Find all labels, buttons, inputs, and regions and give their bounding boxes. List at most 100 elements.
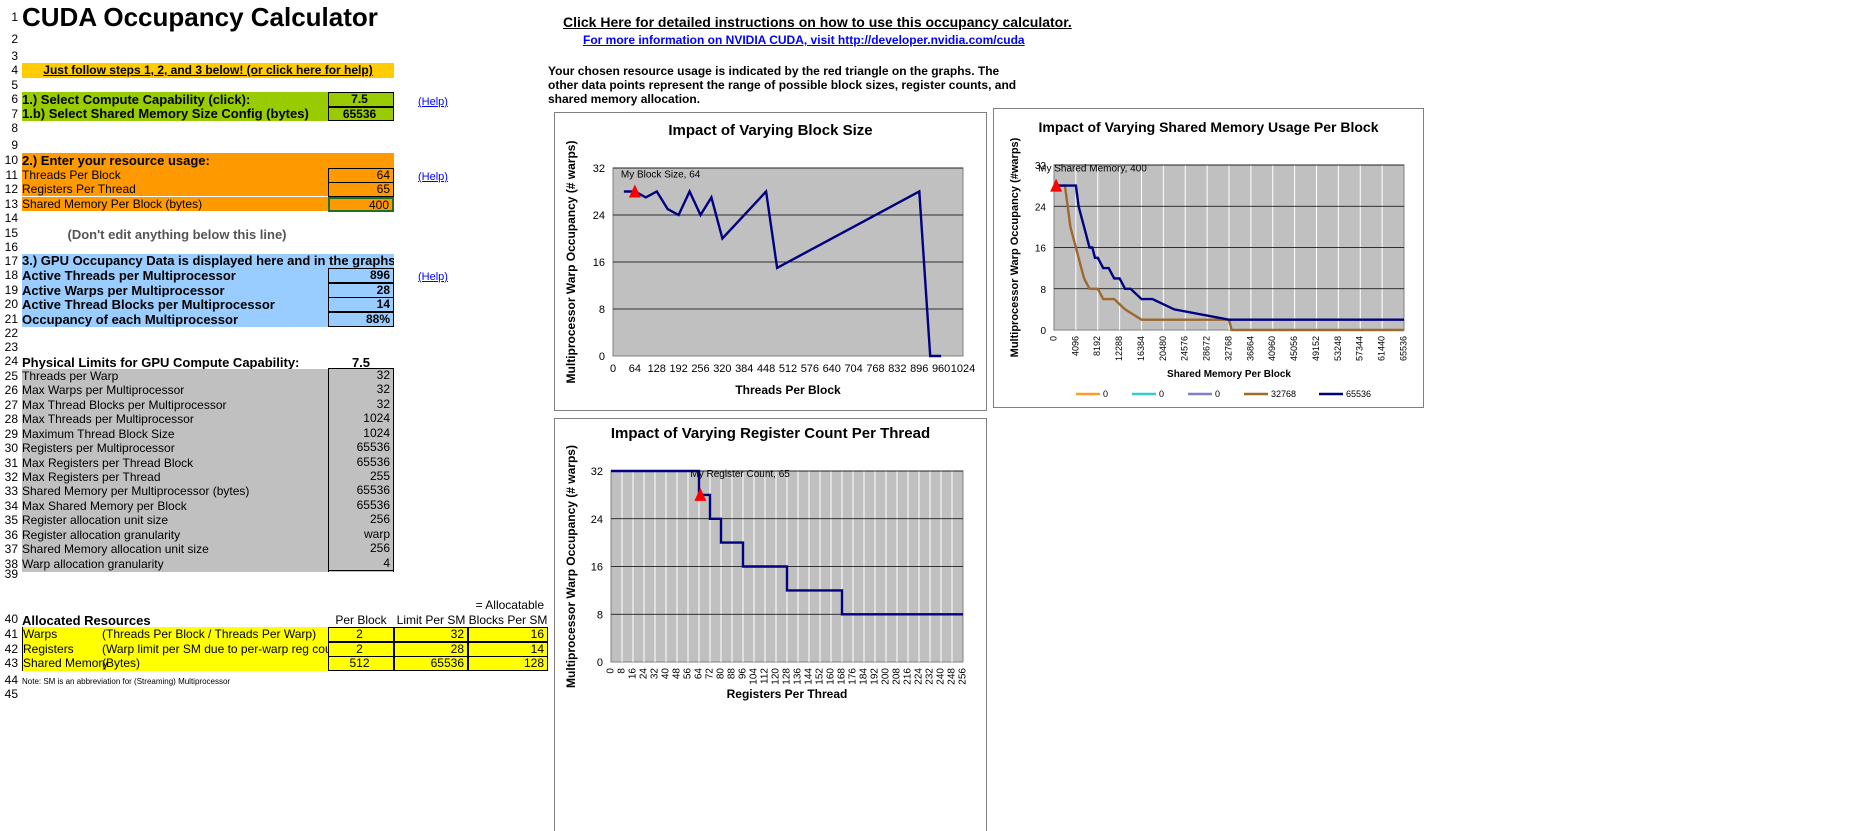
allocated-per-block: 512 bbox=[328, 656, 394, 671]
x-tick-label: 1024 bbox=[951, 363, 975, 375]
x-tick-label: 216 bbox=[903, 668, 914, 685]
instructions-link[interactable]: Click Here for detailed instructions on … bbox=[563, 14, 1072, 30]
x-tick-label: 49152 bbox=[1311, 336, 1321, 361]
x-tick-label: 32768 bbox=[1223, 336, 1233, 361]
more-info-link[interactable]: For more information on NVIDIA CUDA, vis… bbox=[583, 33, 1025, 47]
block-size-chart: Impact of Varying Block Size 0 64 128 192 25… bbox=[554, 112, 987, 411]
limit-label: Warp allocation granularity bbox=[22, 557, 328, 572]
row-number: 38 bbox=[4, 557, 18, 571]
limit-value: 65536 bbox=[328, 484, 394, 499]
x-axis-title: Registers Per Thread bbox=[727, 687, 848, 701]
row-number: 18 bbox=[4, 268, 18, 282]
row-number: 10 bbox=[4, 153, 18, 167]
limit-value: 255 bbox=[328, 470, 394, 485]
step3-label: 3.) GPU Occupancy Data is displayed here… bbox=[22, 254, 394, 268]
occupancy-data-value: 28 bbox=[328, 283, 394, 298]
x-tick-label: 96 bbox=[738, 668, 749, 680]
current-usage-marker bbox=[628, 184, 641, 198]
x-tick-label: 640 bbox=[823, 363, 841, 375]
limit-value: 1024 bbox=[328, 427, 394, 442]
series-line bbox=[623, 188, 942, 358]
x-tick-label: 144 bbox=[804, 668, 815, 685]
legend-label: 0 bbox=[1103, 389, 1108, 399]
limit-label: Max Shared Memory per Block bbox=[22, 499, 328, 514]
sm-note: Note: SM is an abbreviation for (Streami… bbox=[22, 677, 231, 686]
y-tick-label: 8 bbox=[597, 609, 603, 621]
allocated-row-label: Shared Memory bbox=[22, 656, 328, 671]
y-tick-label: 16 bbox=[593, 257, 605, 269]
current-usage-marker bbox=[1050, 178, 1063, 192]
row-number: 27 bbox=[4, 398, 18, 412]
x-tick-label: 0 bbox=[606, 668, 617, 674]
limit-label: Max Registers per Thread Block bbox=[22, 456, 328, 471]
occupancy-data-value: 14 bbox=[328, 297, 394, 312]
step1-label: 1.) Select Compute Capability (click): bbox=[22, 92, 394, 107]
row-number: 43 bbox=[4, 656, 18, 670]
x-tick-label: 512 bbox=[779, 363, 797, 375]
step2-help-link[interactable]: (Help) bbox=[418, 171, 448, 183]
row-number: 44 bbox=[4, 673, 18, 687]
shared-memory-config-select[interactable]: 65536 bbox=[328, 107, 394, 121]
occupancy-data-label: Active Warps per Multiprocessor bbox=[22, 283, 328, 298]
resource-usage-input[interactable]: 400 bbox=[328, 197, 394, 212]
limit-label: Max Thread Blocks per Multiprocessor bbox=[22, 398, 328, 413]
x-tick-label: 48 bbox=[672, 668, 683, 680]
step1-help-link[interactable]: (Help) bbox=[418, 96, 448, 108]
x-tick-label: 8 bbox=[617, 668, 628, 674]
x-tick-label: 128 bbox=[782, 668, 793, 685]
shared-memory-chart-plot: 0 4096 8192 12288 16384 20480 24576 28672 32768 3… bbox=[1009, 137, 1408, 399]
x-tick-label: 0 bbox=[610, 363, 616, 375]
register-count-chart: Impact of Varying Register Count Per Thr… bbox=[554, 418, 987, 831]
x-tick-label: 16384 bbox=[1136, 336, 1146, 361]
x-tick-label: 40 bbox=[661, 668, 672, 680]
row-number: 17 bbox=[4, 254, 18, 268]
current-usage-marker bbox=[694, 487, 707, 501]
step3-help-link[interactable]: (Help) bbox=[418, 271, 448, 283]
row-number: 33 bbox=[4, 484, 18, 498]
y-tick-label: 0 bbox=[599, 351, 605, 363]
allocated-blocks-per-sm: 16 bbox=[468, 627, 548, 642]
col-per-block: Per Block bbox=[335, 613, 387, 627]
x-tick-label: 32 bbox=[650, 668, 661, 680]
limit-value: 32 bbox=[328, 369, 394, 384]
row-number: 26 bbox=[4, 383, 18, 397]
row-number: 29 bbox=[4, 427, 18, 441]
limit-value: 65536 bbox=[328, 456, 394, 471]
occupancy-data-value: 88% bbox=[328, 312, 394, 327]
x-tick-label: 232 bbox=[925, 668, 936, 685]
y-tick-label: 16 bbox=[591, 562, 603, 574]
x-tick-label: 112 bbox=[760, 668, 771, 684]
limit-label: Registers per Multiprocessor bbox=[22, 441, 328, 456]
row-number: 42 bbox=[4, 642, 18, 656]
marker-label: My Block Size, 64 bbox=[621, 170, 701, 181]
x-tick-label: 8192 bbox=[1092, 336, 1102, 356]
resource-usage-label: Shared Memory Per Block (bytes) bbox=[22, 197, 328, 211]
x-tick-label: 384 bbox=[735, 363, 753, 375]
allocated-row-desc: (Threads Per Block / Threads Per Warp) bbox=[102, 627, 317, 641]
legend-label: 32768 bbox=[1271, 389, 1296, 399]
row-number: 25 bbox=[4, 369, 18, 383]
help-banner[interactable]: Just follow steps 1, 2, and 3 below! (or… bbox=[22, 63, 394, 78]
block-size-chart-title: Impact of Varying Block Size bbox=[668, 122, 873, 139]
x-tick-label: 960 bbox=[932, 363, 950, 375]
limit-value: 1024 bbox=[328, 412, 394, 427]
occupancy-data-value: 896 bbox=[328, 268, 394, 283]
y-axis-title: Multiprocessor Warp Occupancy (#warps) bbox=[1009, 137, 1021, 357]
col-limit-per-sm: Limit Per SM bbox=[396, 613, 466, 627]
row-number: 23 bbox=[4, 340, 18, 354]
series-line bbox=[1054, 184, 1404, 332]
y-tick-label: 8 bbox=[1040, 285, 1046, 296]
row-number: 22 bbox=[4, 326, 18, 340]
allocated-per-block: 2 bbox=[328, 642, 394, 657]
x-tick-label: 80 bbox=[716, 668, 727, 680]
resource-usage-input[interactable]: 65 bbox=[328, 182, 394, 197]
resource-usage-input[interactable]: 64 bbox=[328, 168, 394, 183]
allocated-row-label: Warps bbox=[22, 627, 328, 642]
compute-capability-select[interactable]: 7.5 bbox=[328, 92, 394, 107]
x-tick-label: 576 bbox=[801, 363, 819, 375]
page-title: CUDA Occupancy Calculator bbox=[22, 2, 378, 32]
x-tick-label: 832 bbox=[888, 363, 906, 375]
limit-label: Max Threads per Multiprocessor bbox=[22, 412, 328, 427]
limit-value: 32 bbox=[328, 398, 394, 413]
chart-description: Your chosen resource usage is indicated … bbox=[548, 64, 1017, 106]
